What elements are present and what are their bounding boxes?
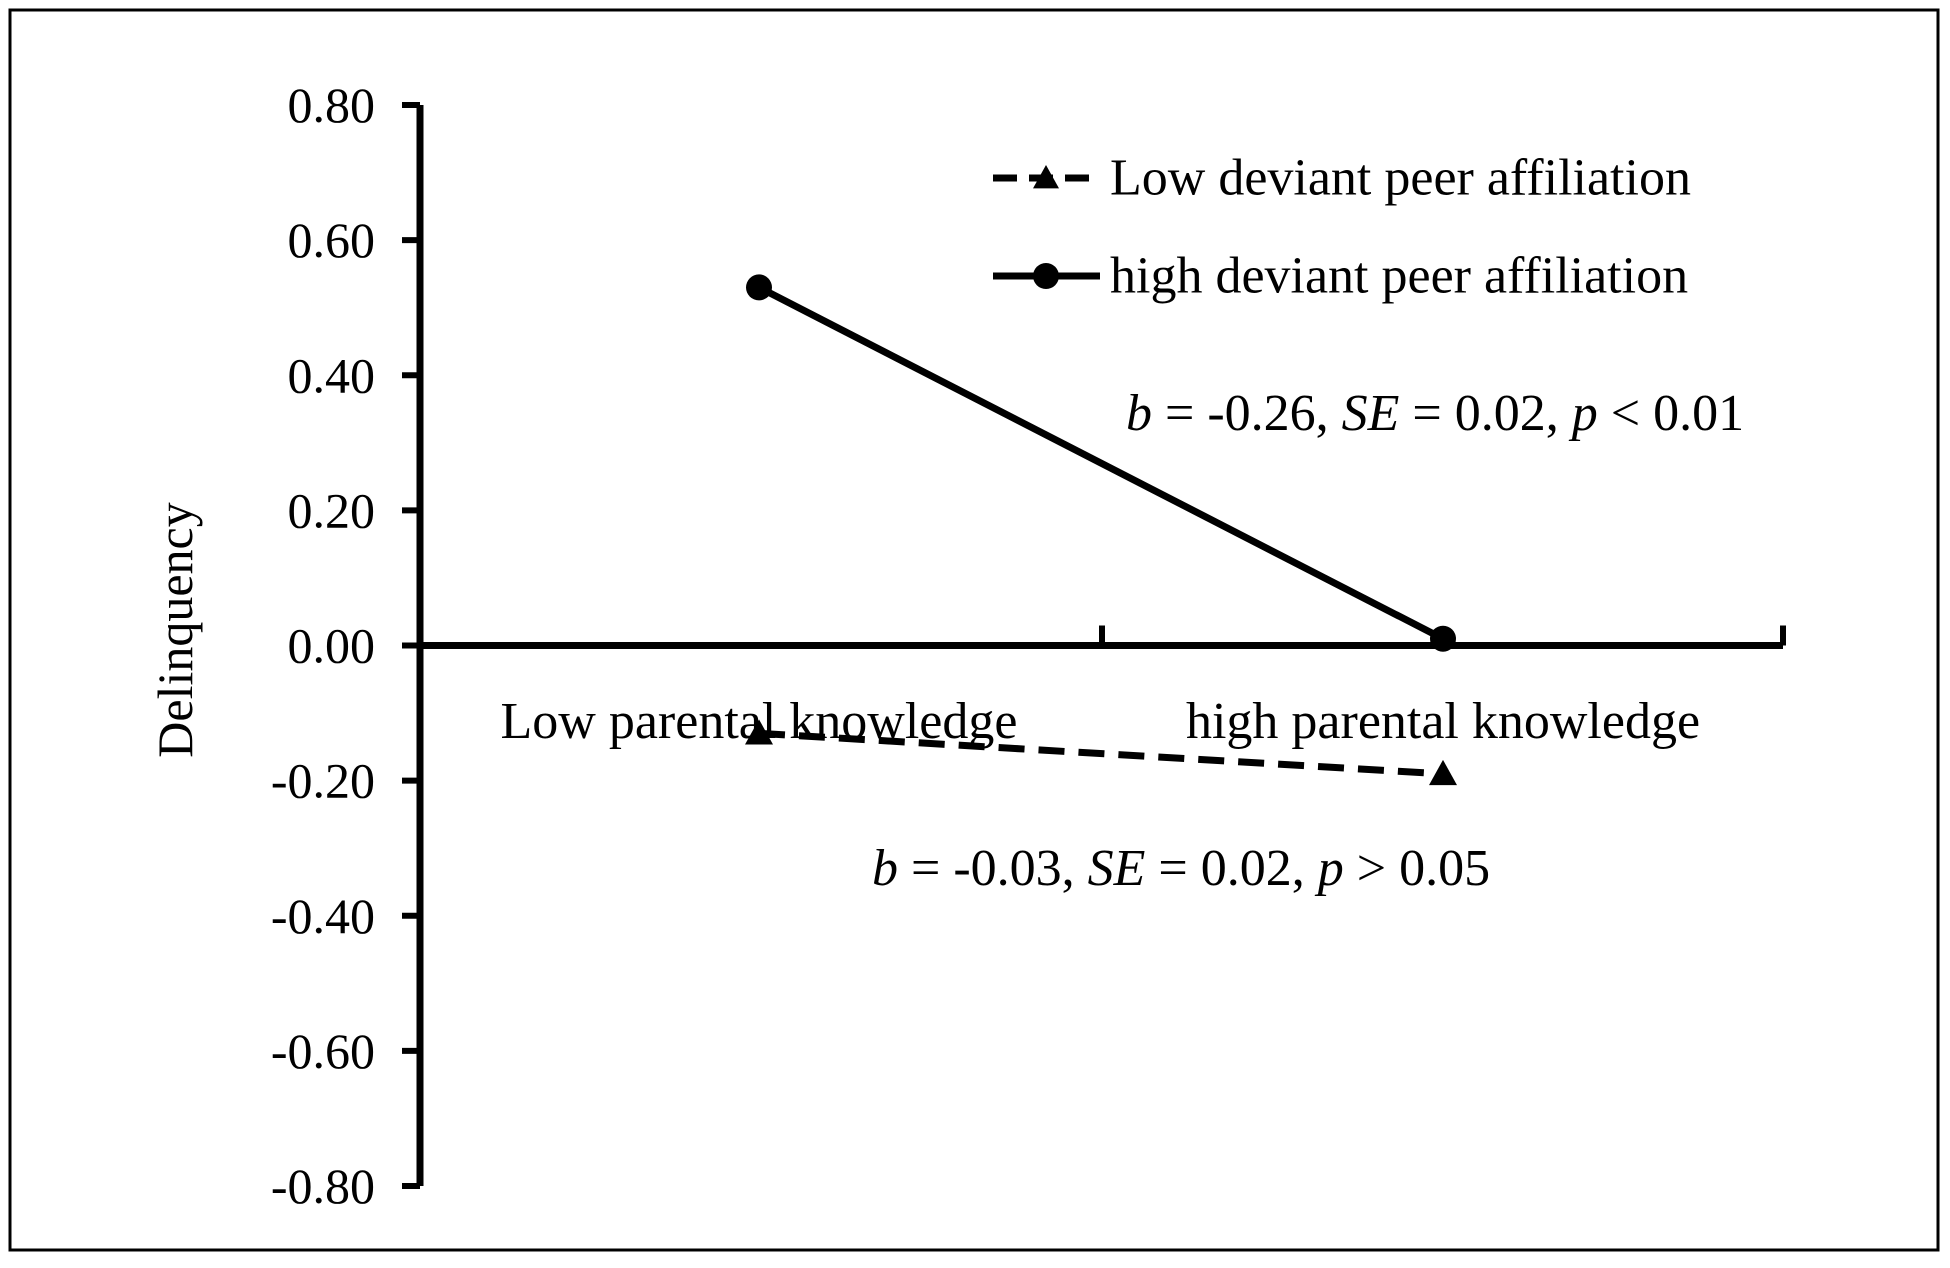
series-line-low-deviant xyxy=(758,729,1444,778)
y-tick-label: 0.60 xyxy=(288,212,376,268)
x-category-label: high parental knowledge xyxy=(1186,693,1700,750)
annotation-part: p xyxy=(1314,840,1344,897)
y-tick-label: -0.60 xyxy=(271,1023,375,1079)
y-tick-label: 0.00 xyxy=(288,618,376,674)
x-category-label: Low parental knowledge xyxy=(501,693,1018,750)
legend-marker-circle xyxy=(1033,263,1059,289)
annotation-part: b xyxy=(1126,385,1152,442)
annotation-part: < 0.01 xyxy=(1598,385,1744,442)
y-tick-label: -0.80 xyxy=(271,1158,375,1214)
annotation-part: SE xyxy=(1342,385,1400,442)
data-point-triangle xyxy=(1429,759,1457,786)
data-point-triangle xyxy=(745,719,773,745)
annotation-part: = 0.02, xyxy=(1399,385,1571,442)
y-tick-label: -0.40 xyxy=(271,888,375,944)
data-point-circle xyxy=(746,274,772,301)
data-point-circle xyxy=(1430,625,1456,652)
chart-border xyxy=(8,8,1940,1252)
annotation-part: p xyxy=(1568,385,1598,442)
annotation-part: > 0.05 xyxy=(1344,840,1490,897)
annotation-part: SE xyxy=(1088,840,1146,897)
annotation-part: = -0.26, xyxy=(1152,385,1342,442)
y-tick-label: 0.40 xyxy=(288,347,376,403)
legend-marker-triangle xyxy=(1033,165,1059,189)
y-tick-label: -0.20 xyxy=(271,753,375,809)
legend-label: high deviant peer affiliation xyxy=(1110,248,1688,305)
annotation-part: = -0.03, xyxy=(898,840,1088,897)
annotation-part: = 0.02, xyxy=(1145,840,1317,897)
legend-label: Low deviant peer affiliation xyxy=(1110,150,1691,207)
series-line-high-deviant xyxy=(757,284,1445,642)
regression-annotation: b = -0.03, SE = 0.02, p > 0.05 xyxy=(872,840,1490,897)
y-axis-title: Delinquency xyxy=(147,502,203,757)
regression-annotation: b = -0.26, SE = 0.02, p < 0.01 xyxy=(1126,385,1744,442)
y-tick-label: 0.80 xyxy=(288,77,376,133)
y-tick-label: 0.20 xyxy=(288,482,376,538)
annotation-part: b xyxy=(872,840,898,897)
